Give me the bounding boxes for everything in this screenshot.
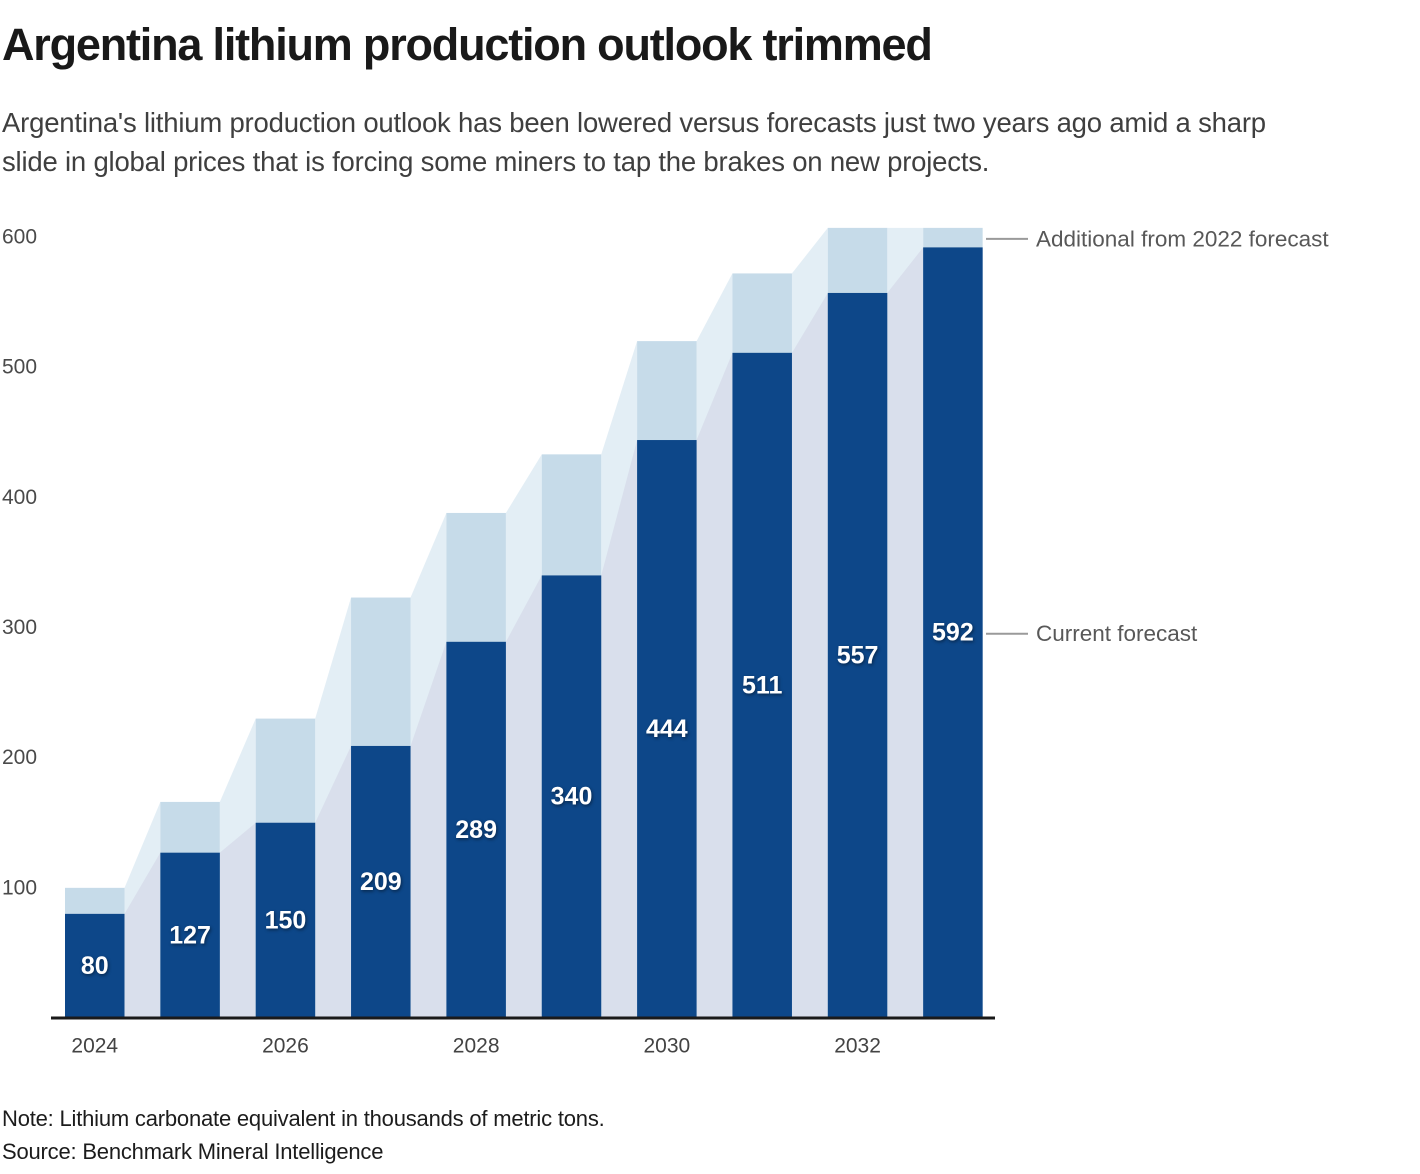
y-tick-label-200: 200 <box>2 746 37 769</box>
chart-note: Note: Lithium carbonate equivalent in th… <box>2 1106 605 1131</box>
bar-value-label-2024: 80 <box>81 952 109 980</box>
y-tick-label-300: 300 <box>2 616 37 639</box>
connector-current-forecast <box>505 575 542 1018</box>
connector-current-forecast <box>887 247 924 1018</box>
bar-current-forecast-2026 <box>255 822 316 1018</box>
bar-current-forecast-2031 <box>732 352 792 1018</box>
connector-current-forecast <box>219 822 256 1018</box>
legend-label-additional-from-2022-forecast: Additional from 2022 forecast <box>1036 226 1329 251</box>
bar-value-label-2030: 444 <box>646 715 688 743</box>
bar-current-forecast-2030 <box>637 440 697 1019</box>
connector-current-forecast <box>315 745 352 1018</box>
bar-current-forecast-2033 <box>923 247 983 1018</box>
x-tick-label-2024: 2024 <box>71 1035 118 1058</box>
y-tick-label-600: 600 <box>2 225 37 248</box>
x-tick-label-2026: 2026 <box>262 1035 309 1058</box>
bar-current-forecast-2029 <box>541 575 602 1018</box>
bar-current-forecast-2027 <box>351 745 411 1018</box>
x-tick-label-2032: 2032 <box>834 1035 881 1058</box>
connector-current-forecast <box>791 292 828 1018</box>
x-tick-label-2030: 2030 <box>643 1035 690 1058</box>
bar-value-label-2033: 592 <box>932 619 974 647</box>
y-tick-label-100: 100 <box>2 876 37 899</box>
connector-current-forecast <box>601 440 638 1019</box>
y-tick-label-400: 400 <box>2 486 37 509</box>
subtitle-line-2: slide in global prices that is forcing s… <box>2 146 990 177</box>
legend-label-current-forecast: Current forecast <box>1036 621 1198 646</box>
bar-value-label-2026: 150 <box>265 906 307 934</box>
bar-current-forecast-2032 <box>827 292 888 1018</box>
bar-value-label-2032: 557 <box>837 641 879 669</box>
chart-source: Source: Benchmark Mineral Intelligence <box>2 1139 384 1164</box>
bar-current-forecast-2028 <box>446 641 506 1018</box>
bar-value-label-2027: 209 <box>360 868 402 896</box>
bar-value-label-2031: 511 <box>742 671 782 699</box>
subtitle: Argentina's lithium production outlook h… <box>2 103 1397 181</box>
bar-value-label-2029: 340 <box>551 783 593 811</box>
bar-value-label-2025: 127 <box>169 921 211 949</box>
connector-current-forecast <box>696 352 733 1018</box>
page-title: Argentina lithium production outlook tri… <box>2 19 933 70</box>
connector-current-forecast <box>410 641 447 1018</box>
bar-value-label-2028: 289 <box>455 816 497 844</box>
connector-current-forecast <box>124 852 161 1018</box>
bar-current-forecast-2025 <box>160 852 220 1018</box>
y-tick-label-500: 500 <box>2 356 37 379</box>
bar-current-forecast-2024 <box>65 913 125 1018</box>
subtitle-line-1: Argentina's lithium production outlook h… <box>2 107 1266 138</box>
x-tick-label-2028: 2028 <box>453 1035 500 1058</box>
